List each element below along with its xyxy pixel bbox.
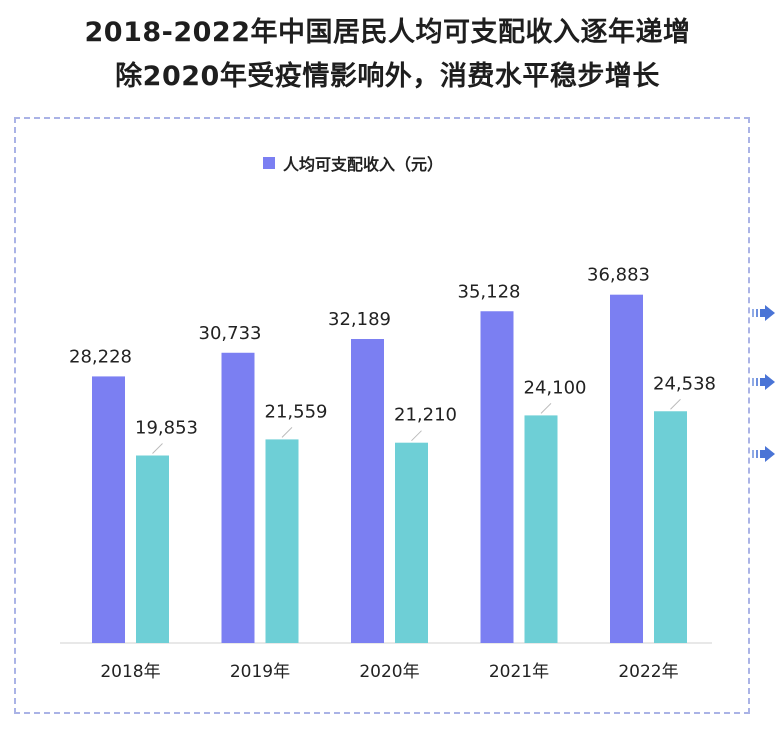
label-leader-line [670, 398, 681, 410]
x-tick-label: 2019年 [230, 662, 290, 682]
data-label-series-1-2019年: 30,733 [199, 323, 262, 344]
data-label-series-2-2018年: 19,853 [135, 418, 198, 439]
bar-series-1-2021年 [480, 311, 514, 643]
data-label-series-1-2020年: 32,189 [328, 309, 391, 330]
bar-series-1-2018年 [92, 376, 125, 643]
bar-series-1-2020年 [351, 339, 384, 643]
label-leader-line [540, 403, 552, 414]
data-label-series-2-2022年: 24,538 [653, 373, 716, 394]
data-label-series-2-2020年: 21,210 [394, 405, 457, 426]
data-label-series-1-2018年: 28,228 [69, 346, 132, 367]
bar-series-2-2020年 [395, 442, 428, 643]
bar-series-2-2018年 [136, 455, 169, 643]
right-arrow-icon [752, 374, 775, 390]
bar-series-2-2022年 [654, 411, 687, 643]
legend: 人均可支配收入（元） [263, 152, 443, 174]
x-tick-label: 2020年 [359, 662, 419, 682]
bar-series-2-2019年 [265, 439, 299, 643]
legend-label-series-1: 人均可支配收入（元） [283, 155, 444, 174]
x-tick-label: 2018年 [100, 662, 160, 682]
bar-series-2-2021年 [524, 415, 558, 643]
chart-title-line-1: 2018-2022年中国居民人均可支配收入逐年递增 [84, 17, 691, 48]
chart-frame [14, 117, 750, 714]
x-tick-label: 2021年 [489, 662, 549, 682]
bar-series-1-2022年 [610, 294, 643, 643]
label-leader-line [152, 443, 163, 454]
right-arrow-icon [752, 305, 775, 321]
data-label-series-2-2021年: 24,100 [524, 377, 587, 398]
right-arrow-icon [752, 446, 775, 462]
legend-swatch-series-1 [263, 157, 275, 169]
label-leader-line [281, 427, 293, 438]
data-label-series-1-2022年: 36,883 [587, 265, 650, 286]
data-label-series-1-2021年: 35,128 [458, 281, 521, 302]
label-leader-line [411, 430, 422, 442]
x-tick-label: 2022年 [618, 662, 678, 682]
bar-series-1-2019年 [221, 352, 255, 643]
data-label-series-2-2019年: 21,559 [265, 401, 328, 422]
chart-title-line-2: 除2020年受疫情影响外，消费水平稳步增长 [115, 61, 660, 92]
